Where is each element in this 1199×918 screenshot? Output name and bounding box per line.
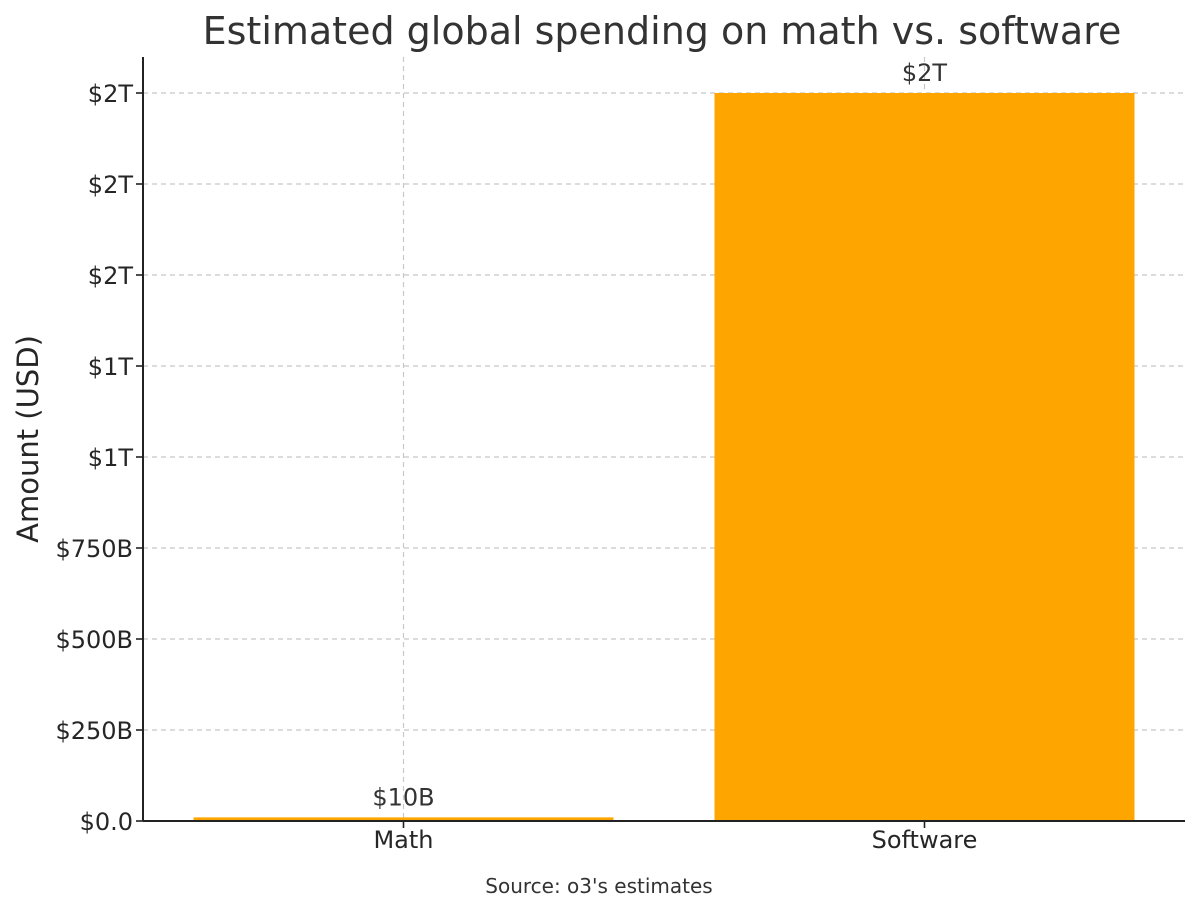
axes-layer (136, 57, 1185, 828)
y-tick-label: $2T (88, 171, 134, 199)
x-tick-label: Math (373, 826, 433, 854)
y-tick-label: $750B (55, 535, 133, 563)
y-tick-label: $2T (88, 80, 134, 108)
y-tick-label: $2T (88, 262, 134, 290)
bar-math (193, 817, 614, 821)
bar-value-label: $2T (902, 59, 948, 87)
source-note: Source: o3's estimates (485, 874, 712, 898)
bar-software (714, 93, 1135, 821)
labels-layer: $0.0 $250B $500B $750B $1T $1T $2T $2T $2T $10B Ma… (55, 59, 977, 854)
y-tick-label: $250B (55, 717, 133, 745)
y-tick-label: $1T (88, 353, 134, 381)
bar-value-label: $10B (372, 783, 434, 811)
y-tick-label: $1T (88, 444, 134, 472)
x-tick-label: Software (872, 826, 978, 854)
y-axis-label: Amount (USD) (11, 335, 45, 543)
y-tick-label: $500B (55, 626, 133, 654)
bars-layer (193, 93, 1135, 821)
y-tick-label: $0.0 (80, 808, 133, 836)
chart-title: Estimated global spending on math vs. so… (203, 9, 1122, 53)
